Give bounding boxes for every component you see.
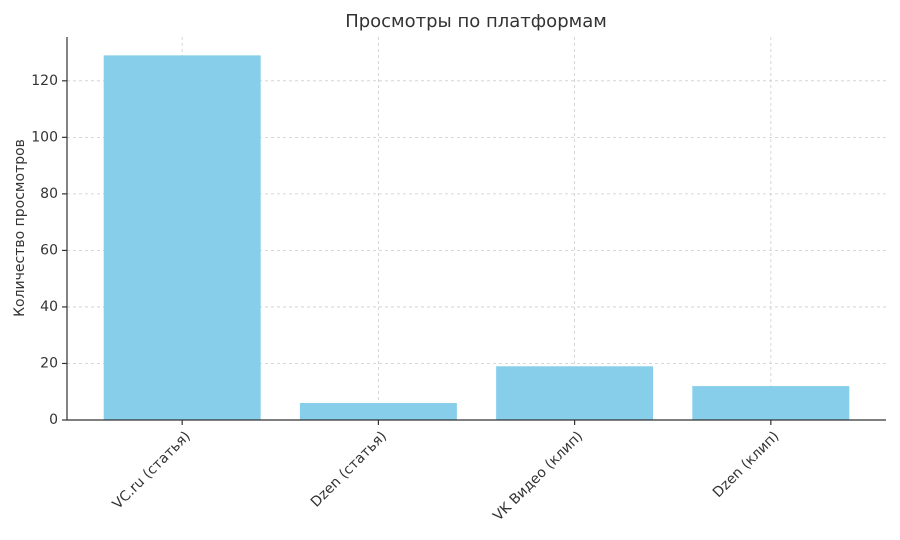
x-tick-label: VK Видео (клип) [490,428,586,524]
y-tick-label: 20 [40,355,58,371]
y-tick-label: 120 [31,73,58,89]
x-tick-label: VC.ru (статья) [110,428,194,512]
bar [496,366,654,420]
bar [299,403,457,420]
y-tick-label: 60 [40,242,58,258]
y-axis-label: Количество просмотров [12,139,28,317]
x-tick-label: Dzen (клип) [710,428,783,501]
x-tick-label: Dzen (статья) [308,428,390,510]
bar [103,55,261,421]
chart-title: Просмотры по платформам [345,11,607,32]
y-tick-label: 80 [40,186,58,202]
y-tick-label: 0 [49,412,58,428]
y-tick-label: 100 [31,129,58,145]
bar [692,386,850,420]
y-tick-label: 40 [40,299,58,315]
